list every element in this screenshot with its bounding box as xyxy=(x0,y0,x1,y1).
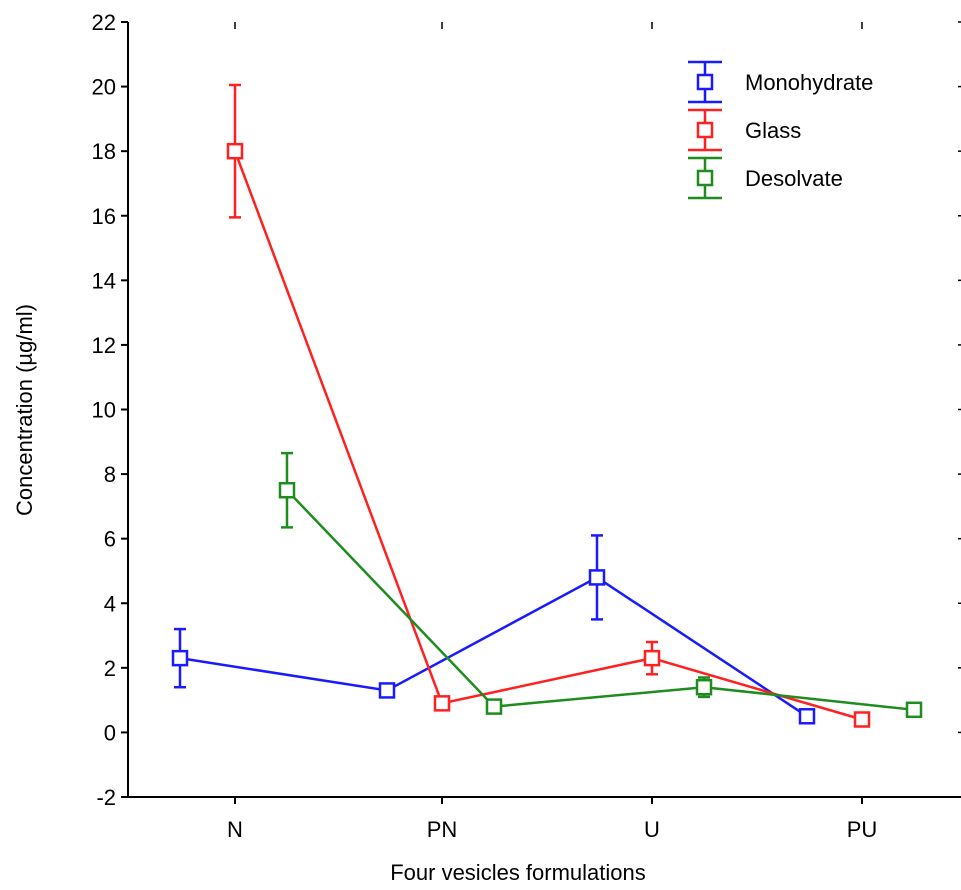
y-tick-label: 2 xyxy=(104,656,116,681)
x-axis-title: Four vesicles formulations xyxy=(390,860,646,885)
y-tick-label: 22 xyxy=(92,10,116,35)
data-point xyxy=(695,678,713,696)
series-line xyxy=(286,489,915,712)
y-axis-ticks: -2 0 2 4 6 8 10 12 14 16 18 20 22 xyxy=(92,10,961,810)
y-tick-label: 0 xyxy=(104,720,116,745)
data-point xyxy=(171,649,189,667)
legend-label: Monohydrate xyxy=(745,70,873,95)
legend-label: Glass xyxy=(745,118,801,143)
x-tick-label: N xyxy=(227,817,243,842)
legend-item-monohydrate: Monohydrate xyxy=(688,60,873,104)
data-point xyxy=(798,708,816,725)
y-tick-label: 10 xyxy=(92,398,116,423)
data-point xyxy=(485,698,503,715)
y-tick-label: 14 xyxy=(92,268,116,293)
legend-marker xyxy=(696,121,714,139)
y-tick-label: 18 xyxy=(92,139,116,164)
y-tick-label: -2 xyxy=(96,785,116,810)
x-axis-ticks: N PN U PU xyxy=(227,22,877,842)
series-glass xyxy=(226,83,871,728)
series-line xyxy=(179,575,808,718)
y-tick-label: 12 xyxy=(92,333,116,358)
x-tick-label: PU xyxy=(847,817,878,842)
y-tick-label: 20 xyxy=(92,75,116,100)
y-tick-label: 16 xyxy=(92,204,116,229)
legend-label: Desolvate xyxy=(745,166,843,191)
x-tick-label: U xyxy=(644,817,660,842)
x-tick-label: PN xyxy=(427,817,458,842)
y-tick-label: 4 xyxy=(104,591,116,616)
series-layer xyxy=(171,83,923,728)
plot-area xyxy=(128,22,961,797)
y-tick-label: 8 xyxy=(104,462,116,487)
data-point xyxy=(378,682,396,699)
legend: Monohydrate Glass Desolvate xyxy=(688,60,873,200)
data-point xyxy=(853,711,871,728)
legend-marker xyxy=(696,169,714,187)
y-tick-label: 6 xyxy=(104,527,116,552)
data-point xyxy=(278,481,296,499)
data-point xyxy=(905,701,923,719)
series-desolvate xyxy=(278,451,923,719)
legend-marker xyxy=(696,73,714,91)
data-point xyxy=(433,695,451,712)
data-point xyxy=(588,569,606,586)
series-line xyxy=(233,150,863,721)
data-point xyxy=(226,142,244,160)
data-point xyxy=(643,649,661,667)
series-monohydrate xyxy=(171,534,816,725)
legend-item-glass: Glass xyxy=(688,108,801,152)
y-axis-title: Concentration (µg/ml) xyxy=(12,304,37,516)
legend-item-desolvate: Desolvate xyxy=(688,156,843,200)
